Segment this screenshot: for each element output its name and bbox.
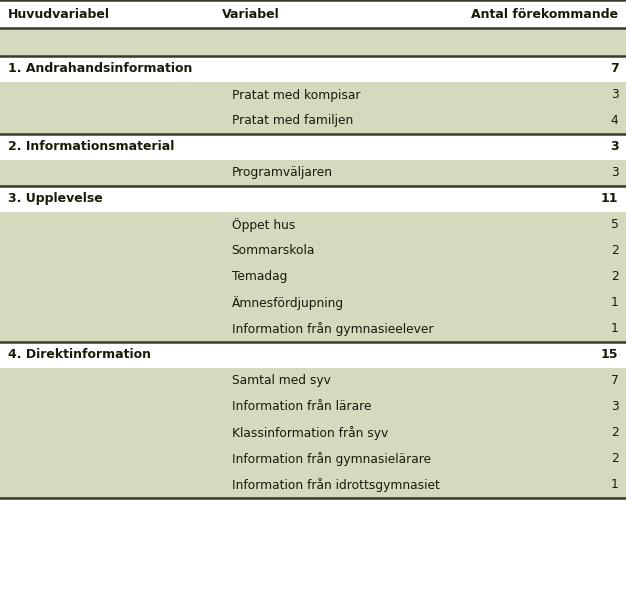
Bar xyxy=(0,420,626,446)
Bar xyxy=(0,290,626,316)
Text: Samtal med syv: Samtal med syv xyxy=(232,375,331,387)
Bar xyxy=(0,394,626,420)
Text: Pratat med familjen: Pratat med familjen xyxy=(232,114,353,127)
Bar xyxy=(0,472,626,498)
Bar xyxy=(0,0,626,28)
Text: 5: 5 xyxy=(610,218,618,231)
Text: 1: 1 xyxy=(611,322,618,336)
Bar xyxy=(0,134,626,160)
Bar xyxy=(0,368,626,394)
Text: 3: 3 xyxy=(610,140,618,154)
Text: Information från lärare: Information från lärare xyxy=(232,400,371,413)
Text: 11: 11 xyxy=(601,192,618,205)
Text: Temadag: Temadag xyxy=(232,271,287,284)
Text: 4. Direktinformation: 4. Direktinformation xyxy=(8,349,150,362)
Text: Information från gymnasieelever: Information från gymnasieelever xyxy=(232,322,433,336)
Bar xyxy=(0,56,626,82)
Text: 2: 2 xyxy=(611,426,618,440)
Text: Programväljaren: Programväljaren xyxy=(232,167,332,180)
Text: Klassinformation från syv: Klassinformation från syv xyxy=(232,426,388,440)
Text: Variabel: Variabel xyxy=(222,7,280,20)
Bar xyxy=(0,316,626,342)
Text: Huvudvariabel: Huvudvariabel xyxy=(8,7,110,20)
Bar xyxy=(0,108,626,134)
Text: 15: 15 xyxy=(601,349,618,362)
Bar xyxy=(0,446,626,472)
Text: 1: 1 xyxy=(611,478,618,491)
Bar xyxy=(0,82,626,108)
Text: 2: 2 xyxy=(611,271,618,284)
Text: 1: 1 xyxy=(611,296,618,309)
Text: 3: 3 xyxy=(611,167,618,180)
Text: 3: 3 xyxy=(611,400,618,413)
Text: 1. Andrahandsinformation: 1. Andrahandsinformation xyxy=(8,63,192,76)
Text: Ämnesfördjupning: Ämnesfördjupning xyxy=(232,296,344,310)
Text: 7: 7 xyxy=(611,375,618,387)
Text: 2. Informationsmaterial: 2. Informationsmaterial xyxy=(8,140,174,154)
Text: Sommarskola: Sommarskola xyxy=(232,245,315,258)
Bar xyxy=(0,212,626,238)
Text: Öppet hus: Öppet hus xyxy=(232,218,295,232)
Bar xyxy=(0,186,626,212)
Text: Information från idrottsgymnasiet: Information från idrottsgymnasiet xyxy=(232,478,439,492)
Text: 2: 2 xyxy=(611,453,618,466)
Text: 3: 3 xyxy=(611,89,618,101)
Bar xyxy=(0,160,626,186)
Bar xyxy=(0,238,626,264)
Text: 7: 7 xyxy=(610,63,618,76)
Text: 4: 4 xyxy=(611,114,618,127)
Text: 2: 2 xyxy=(611,245,618,258)
Text: Information från gymnasielärare: Information från gymnasielärare xyxy=(232,452,431,466)
Bar xyxy=(0,342,626,368)
Text: 3. Upplevelse: 3. Upplevelse xyxy=(8,192,102,205)
Bar xyxy=(0,28,626,56)
Text: Pratat med kompisar: Pratat med kompisar xyxy=(232,89,360,101)
Bar xyxy=(0,264,626,290)
Text: Antal förekommande: Antal förekommande xyxy=(471,7,618,20)
